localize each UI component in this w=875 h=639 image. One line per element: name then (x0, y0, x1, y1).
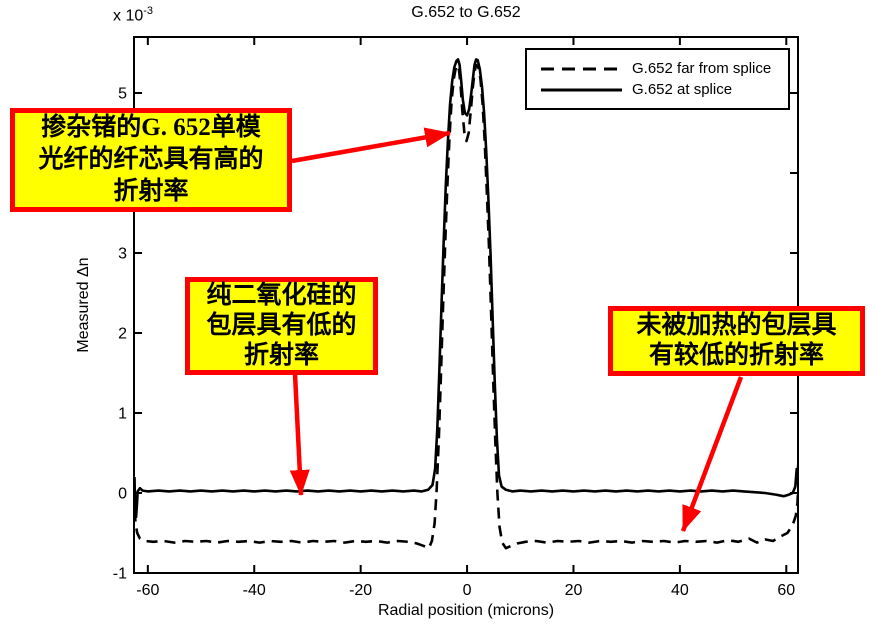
y-multiplier-exponent: -3 (143, 5, 154, 17)
y-axis-multiplier: x 10-3 (113, 5, 153, 25)
x-tick-label: 0 (463, 582, 472, 599)
x-tick-label: 60 (777, 582, 795, 599)
y-tick-label: 0 (118, 486, 127, 503)
legend-label: G.652 far from splice (632, 60, 772, 77)
legend-label: G.652 at splice (632, 81, 733, 98)
x-axis-label: Radial position (microns) (377, 602, 555, 619)
x-tick-label: 40 (671, 582, 689, 599)
annotation-line: 包层具有低的 (206, 312, 357, 339)
curve-solid (134, 58, 798, 519)
legend-entry-at-splice: G.652 at splice (539, 81, 788, 98)
annotation-core-high-index: 掺杂锗的G. 652单模 光纤的纤芯具有高的 折射率 (10, 108, 292, 212)
annotation-arrow-0 (291, 127, 451, 164)
annotation-line: 折射率 (113, 178, 189, 205)
annotation-line: 掺杂锗的G. 652单模 (41, 114, 261, 141)
dashed-line-sample (541, 67, 622, 70)
x-tick-label: -40 (243, 582, 266, 599)
axes-frame (133, 36, 799, 574)
y-multiplier-base: x 10 (113, 7, 144, 25)
y-tick-label: 3 (118, 246, 127, 263)
solid-line-sample (541, 88, 622, 91)
annotation-arrow-1 (289, 373, 310, 496)
y-tick-label: 5 (118, 86, 127, 103)
annotation-line: 有较低的折射率 (648, 342, 824, 369)
y-axis-label: Measured Δn (75, 257, 92, 353)
x-tick-label: -20 (349, 582, 372, 599)
legend-entry-far-from-splice: G.652 far from splice (539, 60, 788, 77)
legend: G.652 far from splice G.652 at splice (525, 48, 790, 110)
annotation-silica-cladding-low-index: 纯二氧化硅的 包层具有低的 折射率 (185, 277, 378, 375)
annotation-line: 光纤的纤芯具有高的 (38, 146, 264, 173)
x-tick-label: 20 (565, 582, 583, 599)
annotation-arrows (289, 127, 744, 532)
y-tick-label: 2 (118, 326, 127, 343)
annotation-arrow-2 (680, 376, 744, 532)
annotation-unheated-cladding-lower-index: 未被加热的包层具 有较低的折射率 (608, 306, 865, 376)
annotation-line: 折射率 (243, 342, 319, 369)
x-tick-label: -60 (136, 582, 159, 599)
curve-dashed (134, 63, 798, 550)
y-tick-label: -1 (113, 566, 127, 583)
annotation-line: 纯二氧化硅的 (206, 282, 357, 309)
annotation-line: 未被加热的包层具 (636, 312, 837, 339)
chart-title: G.652 to G.652 (411, 4, 521, 21)
y-tick-label: 1 (118, 406, 127, 423)
curves (134, 58, 798, 550)
